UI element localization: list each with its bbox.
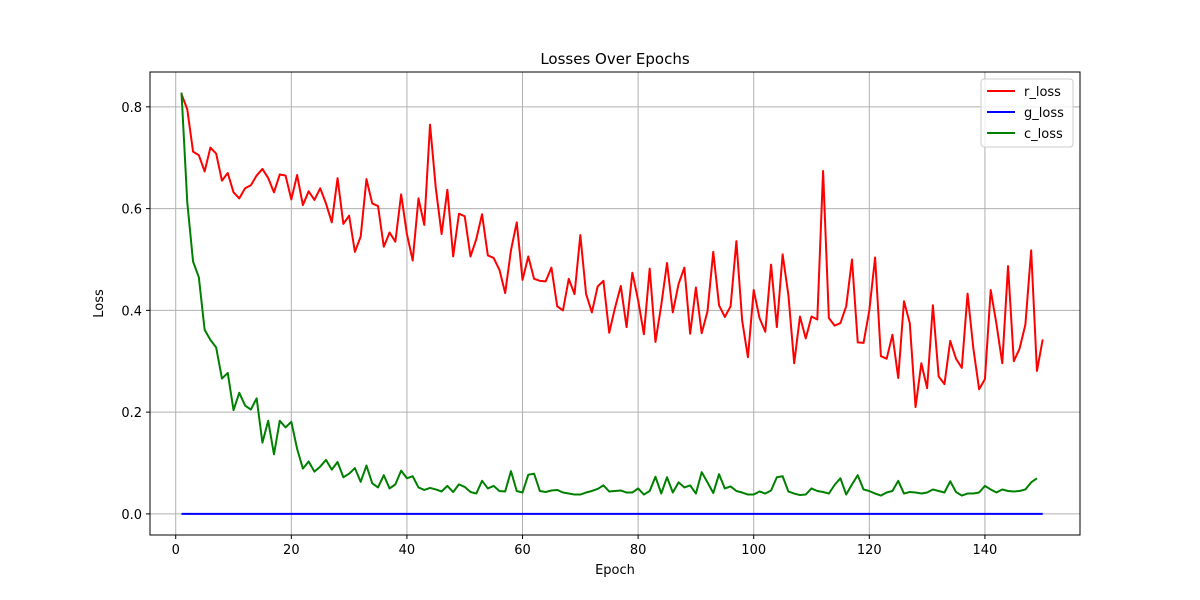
legend-label-r_loss: r_loss: [1024, 85, 1061, 100]
y-tick-label: 0.6: [121, 203, 142, 218]
x-tick-label: 40: [399, 543, 416, 558]
x-tick-label: 60: [514, 543, 531, 558]
series-lines: [180, 92, 1044, 515]
x-tick-label: 100: [741, 543, 766, 558]
x-tick-label: 20: [283, 543, 300, 558]
series-line-c_loss: [180, 92, 1038, 497]
x-tick-label: 0: [172, 543, 180, 558]
x-axis-ticks: 0 20 40 60 80 100 120 140: [172, 535, 998, 558]
legend-label-c_loss: c_loss: [1024, 127, 1063, 142]
y-tick-label: 0.4: [121, 304, 142, 319]
legend-box: [980, 78, 1074, 148]
legend: r_loss g_loss c_loss: [980, 78, 1074, 148]
y-axis-label: Loss: [92, 289, 107, 318]
y-tick-label: 0.8: [121, 101, 142, 116]
y-tick-label: 0.2: [121, 406, 142, 421]
x-axis-label: Epoch: [595, 563, 635, 578]
chart-title: Losses Over Epochs: [540, 50, 689, 68]
series-line-r_loss: [180, 93, 1044, 409]
x-tick-label: 120: [857, 543, 882, 558]
y-tick-label: 0.0: [121, 508, 142, 523]
x-tick-label: 140: [973, 543, 998, 558]
y-axis-ticks: 0.0 0.2 0.4 0.6 0.8: [121, 101, 150, 523]
legend-label-g_loss: g_loss: [1024, 106, 1064, 121]
x-tick-label: 80: [630, 543, 647, 558]
plot-frame: [149, 71, 1081, 536]
